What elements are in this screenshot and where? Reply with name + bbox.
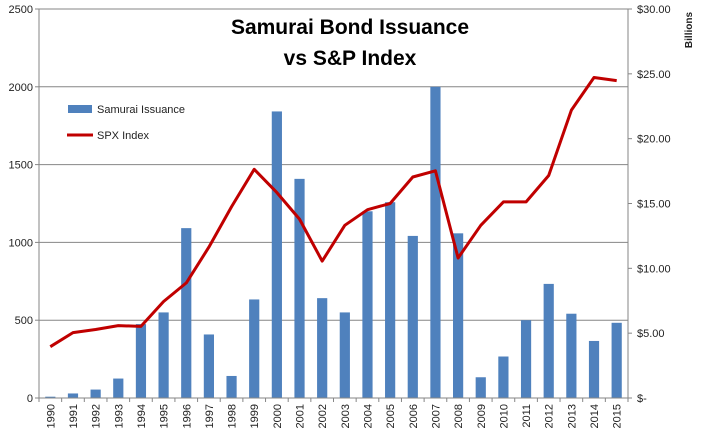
right-tick-label-0: $- (637, 393, 647, 405)
left-tick-label-5: 2500 (9, 4, 33, 16)
spx-index-line (49, 76, 617, 348)
bar-2008 (452, 233, 464, 398)
bar-2012 (543, 283, 554, 398)
left-tick-label-3: 1500 (9, 160, 33, 172)
x-tick-label-2007: 2007 (430, 404, 442, 428)
x-tick-label-2002: 2002 (317, 404, 329, 428)
bar-1994 (135, 324, 147, 398)
bar-2010 (498, 356, 509, 398)
x-tick-label-1990: 1990 (45, 404, 57, 428)
bar-2002 (317, 298, 328, 398)
x-tick-label-2003: 2003 (340, 404, 352, 428)
x-tick-label-2006: 2006 (408, 404, 420, 428)
bar-2006 (407, 235, 418, 398)
bar-2011 (520, 320, 532, 398)
bar-series (45, 86, 622, 399)
x-tick-label-2010: 2010 (498, 404, 510, 428)
bar-1990 (45, 396, 56, 398)
right-tick-label-4: $20.00 (637, 134, 671, 146)
x-tick-label-2012: 2012 (544, 404, 556, 428)
legend-item-line: SPX Index (67, 130, 149, 142)
bar-1993 (113, 378, 124, 398)
legend-swatch-bar (68, 105, 92, 113)
x-tick-label-2004: 2004 (363, 404, 375, 428)
x-tick-label-2015: 2015 (612, 404, 624, 428)
bar-2003 (339, 312, 350, 398)
bar-2005 (385, 202, 396, 398)
x-tick-label-1991: 1991 (68, 404, 80, 428)
x-tick-label-1994: 1994 (136, 404, 148, 428)
left-tick-label-2: 1000 (9, 237, 33, 249)
x-tick-label-1995: 1995 (159, 404, 171, 428)
x-tick-label-1996: 1996 (181, 404, 193, 428)
line-series (49, 76, 617, 348)
left-tick-label-4: 2000 (9, 82, 33, 94)
bar-1995 (158, 312, 169, 398)
x-axis-ticks: 1990 1991 1992 1993 1994 1995 1996 1997 1998 1999… (38, 398, 629, 428)
bar-2014 (588, 340, 600, 398)
x-tick-label-2009: 2009 (476, 404, 488, 428)
legend-item-bar: Samurai Issuance (68, 104, 185, 116)
bar-1999 (249, 299, 260, 398)
x-tick-label-1997: 1997 (204, 404, 216, 428)
x-tick-label-2014: 2014 (589, 404, 601, 428)
bar-2009 (475, 377, 486, 398)
x-tick-label-2008: 2008 (453, 404, 465, 428)
bar-2001 (294, 178, 305, 398)
legend: Samurai Issuance SPX Index (67, 104, 185, 142)
chart-title-line-2: vs S&P Index (284, 47, 417, 70)
x-tick-label-2013: 2013 (566, 404, 578, 428)
x-tick-label-2001: 2001 (295, 404, 307, 428)
right-tick-label-3: $15.00 (637, 199, 671, 211)
bar-2000 (271, 111, 282, 398)
bar-2013 (566, 313, 577, 398)
bar-2007 (430, 86, 441, 399)
x-tick-label-1999: 1999 (249, 404, 261, 428)
x-tick-label-1993: 1993 (113, 404, 125, 428)
right-tick-label-5: $25.00 (637, 69, 671, 81)
x-tick-label-1992: 1992 (91, 404, 103, 428)
chart-title-line-1: Samurai Bond Issuance (231, 16, 469, 39)
left-axis-ticks: 0 500 1000 1500 2000 2500 (9, 4, 39, 405)
left-tick-label-0: 0 (27, 393, 33, 405)
bar-1996 (181, 228, 192, 398)
bar-1997 (203, 334, 215, 398)
bar-1991 (67, 393, 79, 398)
right-axis-ticks: $- $5.00 $10.00 $15.00 $20.00 $25.00 $30.00 (628, 4, 671, 405)
legend-label-bar: Samurai Issuance (97, 104, 185, 116)
x-tick-label-1998: 1998 (227, 404, 239, 428)
bar-2015 (611, 322, 622, 398)
bar-2004 (362, 211, 373, 398)
right-tick-label-1: $5.00 (637, 328, 665, 340)
chart-title: Samurai Bond Issuance vs S&P Index (231, 16, 469, 70)
right-tick-label-2: $10.00 (637, 263, 671, 275)
legend-label-line: SPX Index (97, 130, 149, 142)
bar-1992 (90, 389, 101, 398)
left-tick-label-1: 500 (15, 315, 33, 327)
right-tick-label-6: $30.00 (637, 4, 671, 16)
bar-1998 (226, 375, 237, 398)
x-tick-label-2000: 2000 (272, 404, 284, 428)
x-tick-label-2011: 2011 (521, 404, 533, 428)
right-axis-unit-label: Billions (684, 12, 695, 49)
x-tick-label-2005: 2005 (385, 404, 397, 428)
